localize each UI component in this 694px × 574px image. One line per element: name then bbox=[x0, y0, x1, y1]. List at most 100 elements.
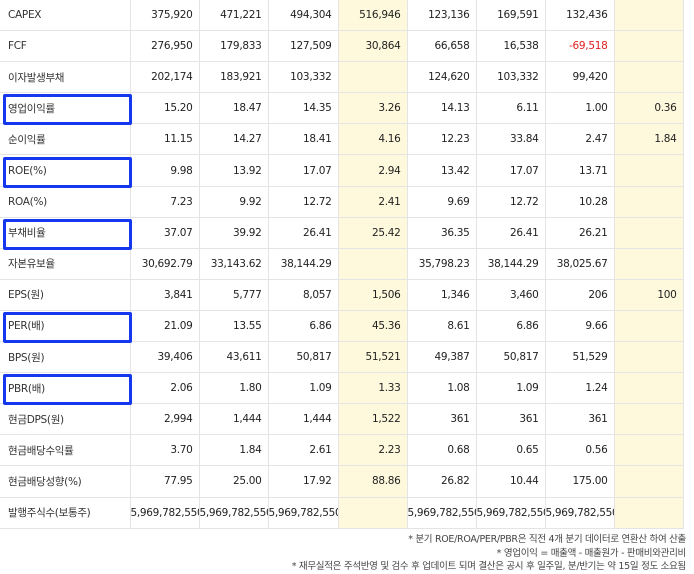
cell: 13.42 bbox=[406, 154, 476, 187]
cell: 38,144.29 bbox=[267, 248, 338, 280]
cell: 30,864 bbox=[337, 30, 407, 63]
table-row: 순이익률 11.15 14.27 18.41 4.16 12.23 33.84 2.47 1.8… bbox=[0, 123, 684, 156]
cell: 123,136 bbox=[406, 0, 476, 32]
cell: 1,444 bbox=[267, 403, 338, 436]
cell: 38,025.67 bbox=[544, 248, 614, 280]
cell: 21.09 bbox=[129, 310, 199, 343]
row-label: 현금배당성향(%) bbox=[0, 465, 130, 498]
cell: 18.41 bbox=[267, 123, 338, 156]
row-label: 영업이익률 bbox=[0, 92, 130, 125]
cell: 175.00 bbox=[544, 465, 614, 498]
footnote: * 재무실적은 주석반영 및 검수 후 업데이트 되며 결산은 공시 후 일주일… bbox=[291, 561, 687, 572]
cell: 17.07 bbox=[475, 154, 545, 187]
cell: 14.27 bbox=[198, 123, 268, 156]
cell: 1.08 bbox=[406, 372, 476, 405]
cell: 66,658 bbox=[406, 30, 476, 63]
row-label: 부채비율 bbox=[0, 217, 130, 249]
cell: 14.13 bbox=[406, 92, 476, 125]
cell: 3.26 bbox=[337, 92, 407, 125]
cell: 12.72 bbox=[267, 186, 338, 218]
cell: 361 bbox=[406, 403, 476, 436]
cell: 13.55 bbox=[198, 310, 268, 343]
highlight-box bbox=[3, 156, 132, 188]
cell: 5,969,782,550 bbox=[544, 497, 614, 529]
cell: 361 bbox=[544, 403, 614, 436]
cell: 2.06 bbox=[129, 372, 199, 405]
cell: 183,921 bbox=[198, 61, 268, 94]
cell: 276,950 bbox=[129, 30, 199, 63]
table-row: 영업이익률 15.20 18.47 14.35 3.26 14.13 6.11 1.00 0.3… bbox=[0, 92, 684, 125]
cell: 1,506 bbox=[337, 279, 407, 311]
row-label: FCF bbox=[0, 30, 130, 63]
cell: 17.07 bbox=[267, 154, 338, 187]
cell: 1,346 bbox=[406, 279, 476, 311]
cell: 8,057 bbox=[267, 279, 338, 311]
cell: 1.33 bbox=[337, 372, 407, 405]
table-row: 현금배당수익률 3.70 1.84 2.61 2.23 0.68 0.65 0.56 bbox=[0, 434, 684, 467]
cell bbox=[613, 465, 684, 498]
row-label: ROA(%) bbox=[0, 186, 130, 218]
cell: 6.86 bbox=[267, 310, 338, 343]
cell: 375,920 bbox=[129, 0, 199, 32]
cell: 2.47 bbox=[544, 123, 614, 156]
table-row: 이자발생부채 202,174 183,921 103,332 124,620 103,33… bbox=[0, 61, 684, 94]
cell: 88.86 bbox=[337, 465, 407, 498]
cell bbox=[613, 434, 684, 467]
cell: 5,969,782,550 bbox=[475, 497, 545, 529]
row-label: PBR(배) bbox=[0, 372, 130, 405]
cell: 13.71 bbox=[544, 154, 614, 187]
cell: 18.47 bbox=[198, 92, 268, 125]
row-label: 이자발생부채 bbox=[0, 61, 130, 94]
cell bbox=[613, 497, 684, 529]
cell bbox=[613, 310, 684, 343]
cell: 3,841 bbox=[129, 279, 199, 311]
cell bbox=[613, 248, 684, 280]
cell: 26.21 bbox=[544, 217, 614, 249]
cell: 77.95 bbox=[129, 465, 199, 498]
cell: 26.41 bbox=[267, 217, 338, 249]
cell: 10.44 bbox=[475, 465, 545, 498]
row-label: 발행주식수(보통주) bbox=[0, 497, 130, 529]
cell: 4.16 bbox=[337, 123, 407, 156]
table-row: 현금배당성향(%) 77.95 25.00 17.92 88.86 26.82 10.44 1… bbox=[0, 465, 684, 498]
cell: 2.61 bbox=[267, 434, 338, 467]
cell: 1.80 bbox=[198, 372, 268, 405]
cell: 10.28 bbox=[544, 186, 614, 218]
cell: 2.94 bbox=[337, 154, 407, 187]
cell: 6.86 bbox=[475, 310, 545, 343]
cell: 26.41 bbox=[475, 217, 545, 249]
cell: 179,833 bbox=[198, 30, 268, 63]
financial-table: CAPEX 375,920 471,221 494,304 516,946 123,136… bbox=[0, 0, 684, 529]
cell: 103,332 bbox=[267, 61, 338, 94]
cell: 169,591 bbox=[475, 0, 545, 32]
highlight-box bbox=[3, 374, 132, 406]
cell: 9.98 bbox=[129, 154, 199, 187]
cell: -69,518 bbox=[544, 30, 614, 63]
cell: 11.15 bbox=[129, 123, 199, 156]
footnote: * 영업이익 = 매출액 - 매출원가 - 판매비와관리비 bbox=[496, 547, 687, 559]
cell: 132,436 bbox=[544, 0, 614, 32]
table-row: BPS(원) 39,406 43,611 50,817 51,521 49,387 50,8… bbox=[0, 341, 684, 374]
cell: 206 bbox=[544, 279, 614, 311]
table-row: EPS(원) 3,841 5,777 8,057 1,506 1,346 3,460 206 1… bbox=[0, 279, 684, 311]
cell: 49,387 bbox=[406, 341, 476, 374]
cell bbox=[613, 372, 684, 405]
cell: 1.24 bbox=[544, 372, 614, 405]
row-label: 자본유보율 bbox=[0, 248, 130, 280]
cell: 6.11 bbox=[475, 92, 545, 125]
cell: 50,817 bbox=[267, 341, 338, 374]
cell: 1.84 bbox=[198, 434, 268, 467]
cell: 5,969,782,550 bbox=[198, 497, 268, 529]
cell: 0.68 bbox=[406, 434, 476, 467]
cell: 1.09 bbox=[267, 372, 338, 405]
cell: 471,221 bbox=[198, 0, 268, 32]
cell: 5,969,782,550 bbox=[129, 497, 199, 529]
cell: 1.09 bbox=[475, 372, 545, 405]
cell: 37.07 bbox=[129, 217, 199, 249]
cell bbox=[613, 154, 684, 187]
cell: 26.82 bbox=[406, 465, 476, 498]
cell: 43,611 bbox=[198, 341, 268, 374]
row-label: CAPEX bbox=[0, 0, 130, 32]
cell: 38,144.29 bbox=[475, 248, 545, 280]
cell: 5,777 bbox=[198, 279, 268, 311]
